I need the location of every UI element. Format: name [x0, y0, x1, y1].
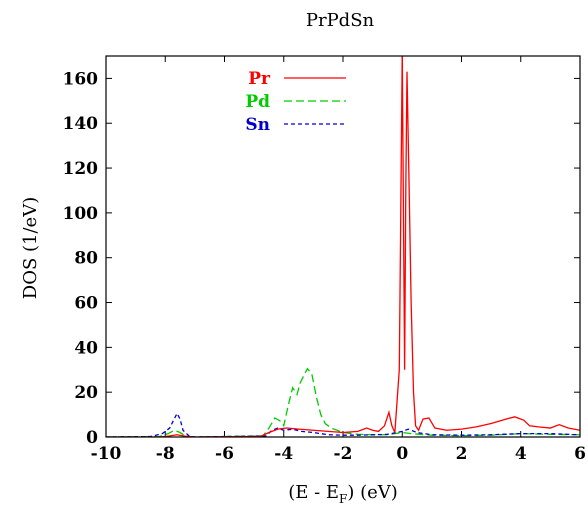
- x-tick-label: 2: [456, 444, 468, 464]
- x-tick-label: 0: [396, 444, 408, 464]
- y-tick-label: 140: [63, 114, 99, 134]
- series-layer: [106, 56, 580, 437]
- x-tick-label: 6: [574, 444, 586, 464]
- y-tick-label: 100: [63, 204, 99, 224]
- x-axis-label-subscript: F: [339, 492, 347, 506]
- legend: Pr Pd Sn: [245, 69, 346, 135]
- series-line-pd: [106, 367, 580, 437]
- series-line-pr: [106, 56, 580, 437]
- legend-label-sn: Sn: [245, 115, 270, 135]
- x-tick-label: -10: [91, 444, 122, 464]
- x-tick-label: -8: [156, 444, 175, 464]
- y-tick-label: 40: [74, 338, 98, 358]
- x-tick-label: -4: [274, 444, 293, 464]
- y-tick-label: 160: [63, 69, 99, 89]
- legend-label-pr: Pr: [248, 69, 271, 89]
- x-axis-label: (E - EF) (eV): [288, 482, 398, 506]
- y-tick-label: 120: [63, 159, 99, 179]
- plot-frame: [105, 55, 581, 438]
- x-tick-label: -6: [215, 444, 234, 464]
- x-axis-label-tail: ) (eV): [347, 482, 397, 503]
- x-axis-label-main: (E - E: [288, 482, 339, 503]
- series-line-sn: [106, 412, 580, 437]
- y-tick-label: 80: [74, 249, 98, 269]
- x-tick-label: -2: [334, 444, 353, 464]
- y-tick-label: 20: [74, 383, 98, 403]
- chart-title: PrPdSn: [306, 10, 375, 31]
- y-tick-label: 0: [86, 428, 98, 448]
- y-axis-label: DOS (1/eV): [20, 197, 41, 299]
- y-tick-label: 60: [74, 294, 98, 314]
- x-tick-label: 4: [515, 444, 527, 464]
- legend-label-pd: Pd: [245, 92, 270, 112]
